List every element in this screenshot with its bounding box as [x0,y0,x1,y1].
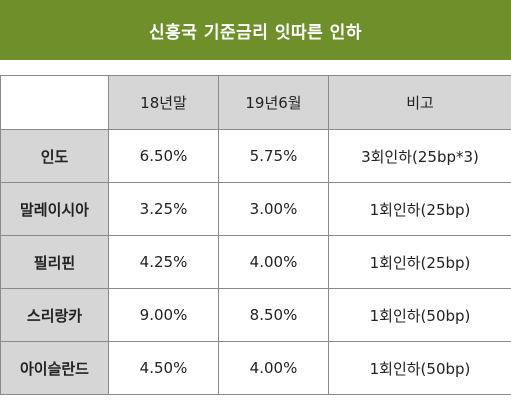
country-cell: 인도 [0,129,109,183]
rate-end-2018-cell: 4.50% [108,341,219,395]
table-corner-cell [0,75,109,130]
country-cell: 스리랑카 [0,288,109,342]
rate-end-2018-cell: 9.00% [108,288,219,342]
note-cell: 1회인하(25bp) [328,235,511,289]
note-cell: 3회인하(25bp*3) [328,129,511,183]
country-cell: 아이슬란드 [0,341,109,395]
table-row: 아이슬란드 4.50% 4.00% 1회인하(50bp) [0,341,511,395]
table-row: 필리핀 4.25% 4.00% 1회인하(25bp) [0,235,511,289]
rate-end-2018-cell: 4.25% [108,235,219,289]
interest-rate-table: 18년말 19년6월 비고 인도 6.50% 5.75% 3회인하(25bp*3… [0,75,511,395]
title-bar: 신흥국 기준금리 잇따른 인하 [0,0,511,60]
rate-june-2019-cell: 8.50% [218,288,329,342]
note-cell: 1회인하(50bp) [328,288,511,342]
column-header-june-2019: 19년6월 [218,75,329,130]
rate-june-2019-cell: 3.00% [218,182,329,236]
rate-june-2019-cell: 4.00% [218,235,329,289]
country-cell: 말레이시아 [0,182,109,236]
note-cell: 1회인하(50bp) [328,341,511,395]
column-header-note: 비고 [328,75,511,130]
page-title: 신흥국 기준금리 잇따른 인하 [149,22,362,43]
column-header-end-2018: 18년말 [108,75,219,130]
table-row: 말레이시아 3.25% 3.00% 1회인하(25bp) [0,182,511,236]
table-header-row: 18년말 19년6월 비고 [0,75,511,130]
table-row: 인도 6.50% 5.75% 3회인하(25bp*3) [0,129,511,183]
rate-end-2018-cell: 3.25% [108,182,219,236]
country-cell: 필리핀 [0,235,109,289]
rate-june-2019-cell: 4.00% [218,341,329,395]
rate-june-2019-cell: 5.75% [218,129,329,183]
table-row: 스리랑카 9.00% 8.50% 1회인하(50bp) [0,288,511,342]
note-cell: 1회인하(25bp) [328,182,511,236]
rate-end-2018-cell: 6.50% [108,129,219,183]
